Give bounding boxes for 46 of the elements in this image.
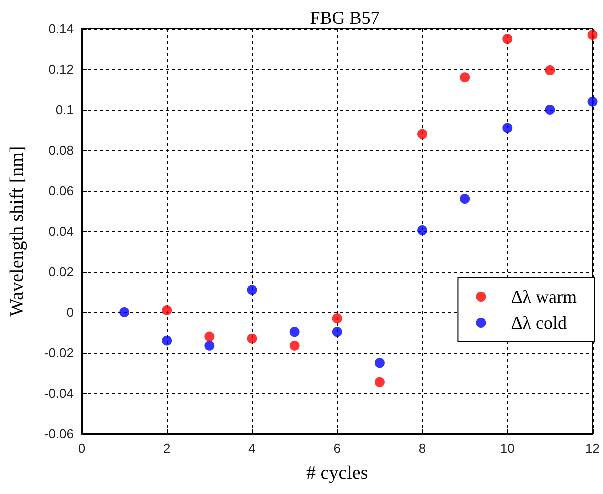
- y-tick-label: 0.14: [48, 22, 74, 36]
- point: [162, 305, 172, 316]
- y-tick-label: -0.04: [44, 386, 74, 401]
- point: [418, 129, 428, 140]
- y-tick-label: 0: [66, 305, 74, 320]
- point: [502, 123, 513, 134]
- point: [162, 336, 172, 346]
- y-tick-label: -0.02: [44, 346, 74, 360]
- chart-title: FBG B57: [310, 8, 380, 28]
- x-tick-label: 8: [418, 441, 426, 456]
- y-tick-label: 0.12: [48, 62, 74, 77]
- y-tick-label: 0.04: [48, 224, 74, 239]
- x-tick-label: 0: [78, 441, 86, 456]
- point: [204, 340, 215, 351]
- x-tick-label: 6: [334, 441, 341, 456]
- point: [374, 358, 385, 368]
- point: [545, 66, 556, 76]
- x-axis-title: # cycles: [306, 463, 368, 484]
- point: [460, 194, 470, 204]
- x-tick-label: 10: [500, 441, 515, 456]
- x-tick-label: 2: [164, 441, 171, 456]
- point: [460, 72, 470, 83]
- point: [290, 340, 300, 351]
- point: [332, 327, 342, 338]
- y-tick-label: 0.06: [48, 184, 74, 198]
- y-tick-label: 0.08: [48, 143, 74, 158]
- point: [332, 314, 342, 324]
- point: [204, 332, 215, 342]
- point: [588, 96, 598, 107]
- legend-label: Δλ warm: [511, 287, 578, 307]
- point: [588, 30, 598, 40]
- point: [502, 34, 513, 44]
- x-tick-label: 4: [248, 441, 256, 456]
- point: [247, 334, 258, 344]
- point: [120, 308, 130, 318]
- point: [247, 285, 258, 296]
- legend-label: Δλ cold: [511, 313, 568, 333]
- point: [545, 105, 556, 115]
- y-axis-title: Wavelength shift [nm]: [7, 146, 28, 317]
- point: [418, 225, 428, 236]
- y-tick-label: -0.06: [44, 426, 74, 442]
- y-tick-label: 0.02: [48, 264, 74, 280]
- point: [290, 327, 300, 338]
- point: [374, 377, 385, 388]
- x-tick-label: 12: [586, 441, 600, 456]
- y-tick-label: 0.1: [56, 102, 74, 118]
